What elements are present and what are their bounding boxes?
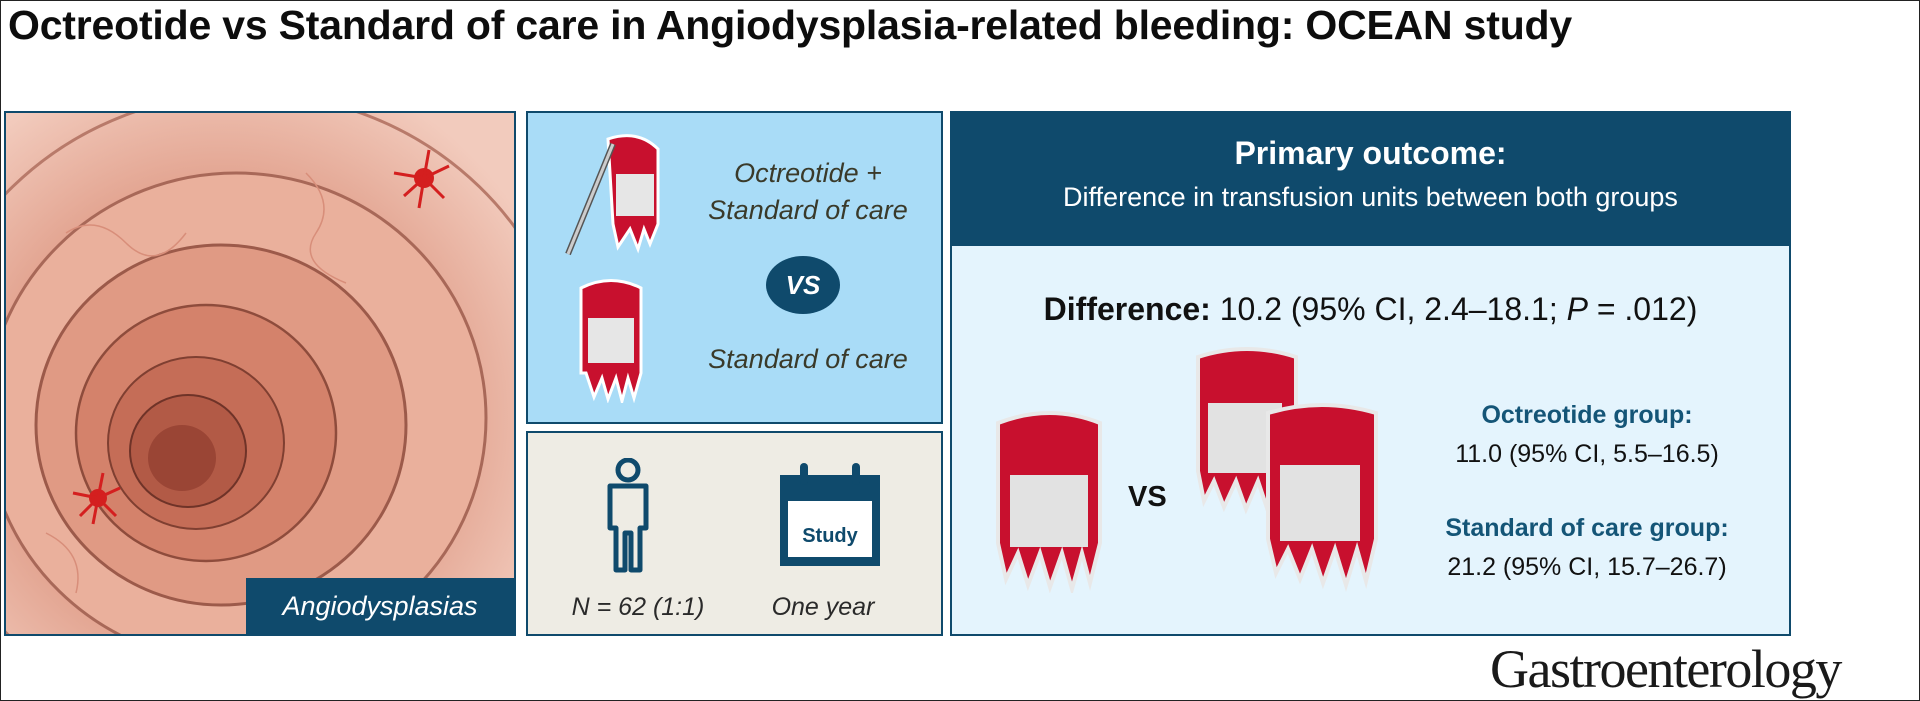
intervention-arm-label: Octreotide + Standard of care bbox=[678, 155, 938, 229]
blood-bag-icon bbox=[579, 279, 643, 403]
standard-care-group-value: 21.2 (95% CI, 15.7–26.7) bbox=[1447, 553, 1727, 581]
vs-badge: VS bbox=[766, 256, 840, 314]
standard-care-group-name: Standard of care group: bbox=[1445, 514, 1729, 542]
octreotide-group-result: Octreotide group: 11.0 (95% CI, 5.5–16.5… bbox=[1402, 401, 1772, 469]
outcome-subheading: Difference in transfusion units between … bbox=[1063, 182, 1678, 212]
double-blood-bag-icon bbox=[1196, 347, 1378, 592]
comparison-vs: VS bbox=[1128, 481, 1167, 513]
treatment-arms-panel: Octreotide + Standard of care VS Standar… bbox=[526, 111, 943, 424]
person-icon bbox=[607, 458, 649, 573]
calendar-icon bbox=[780, 463, 880, 566]
difference-value-part1: 10.2 (95% CI, 2.4–18.1; bbox=[1219, 291, 1567, 327]
intervention-line-1: Octreotide + bbox=[734, 158, 882, 188]
angiodysplasia-lesion-2 bbox=[72, 472, 121, 525]
control-arm-label: Standard of care bbox=[708, 344, 908, 374]
calendar-label: Study bbox=[802, 525, 858, 547]
angiodysplasias-label: Angiodysplasias bbox=[246, 578, 514, 634]
difference-result: Difference: 10.2 (95% CI, 2.4–18.1; P = … bbox=[952, 291, 1789, 328]
angiodysplasia-lesion-1 bbox=[393, 149, 450, 209]
intervention-line-2: Standard of care bbox=[708, 195, 908, 225]
outcome-heading: Primary outcome: bbox=[1234, 135, 1507, 171]
primary-outcome-panel: Primary outcome: Difference in transfusi… bbox=[950, 111, 1791, 636]
colon-illustration bbox=[6, 113, 514, 634]
p-symbol: P bbox=[1566, 291, 1588, 327]
difference-label: Difference: bbox=[1043, 291, 1211, 327]
figure-title: Octreotide vs Standard of care in Angiod… bbox=[8, 2, 1572, 48]
standard-care-group-result: Standard of care group: 21.2 (95% CI, 15… bbox=[1402, 514, 1772, 582]
outcome-header: Primary outcome: Difference in transfusi… bbox=[952, 113, 1789, 246]
single-blood-bag-icon bbox=[996, 411, 1102, 593]
study-duration: One year bbox=[771, 593, 875, 621]
difference-value-part2: = .012) bbox=[1587, 291, 1698, 327]
angiodysplasia-panel: Angiodysplasias bbox=[4, 111, 516, 636]
octreotide-group-value: 11.0 (95% CI, 5.5–16.5) bbox=[1455, 440, 1719, 468]
octreotide-group-name: Octreotide group: bbox=[1481, 401, 1693, 429]
journal-logo: Gastroenterology bbox=[1490, 639, 1842, 699]
sample-size: N = 62 (1:1) bbox=[571, 593, 705, 621]
syringe-blood-bag-icon bbox=[565, 134, 660, 256]
population-panel: Study N = 62 (1:1) One year bbox=[526, 431, 943, 636]
